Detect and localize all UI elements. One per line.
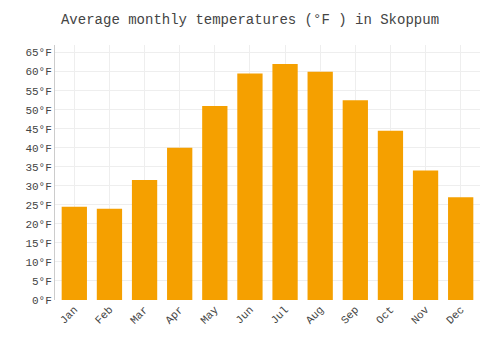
svg-text:Jun: Jun bbox=[233, 304, 255, 326]
svg-text:55°F: 55°F bbox=[25, 86, 51, 98]
svg-text:15°F: 15°F bbox=[25, 238, 51, 250]
svg-text:50°F: 50°F bbox=[25, 105, 51, 117]
svg-text:Mar: Mar bbox=[128, 304, 150, 326]
svg-text:Nov: Nov bbox=[409, 304, 432, 327]
svg-text:Feb: Feb bbox=[93, 304, 115, 326]
svg-text:25°F: 25°F bbox=[25, 200, 51, 212]
svg-text:Average monthly temperatures (: Average monthly temperatures (°F ) in Sk… bbox=[61, 12, 439, 28]
svg-text:Dec: Dec bbox=[444, 304, 466, 326]
svg-text:Sep: Sep bbox=[339, 304, 361, 326]
svg-text:40°F: 40°F bbox=[25, 143, 51, 155]
svg-text:Jan: Jan bbox=[58, 304, 80, 326]
svg-text:60°F: 60°F bbox=[25, 66, 51, 78]
svg-text:30°F: 30°F bbox=[25, 181, 51, 193]
svg-text:5°F: 5°F bbox=[32, 276, 52, 288]
svg-text:Oct: Oct bbox=[374, 304, 396, 326]
svg-text:10°F: 10°F bbox=[25, 257, 51, 269]
svg-text:65°F: 65°F bbox=[25, 47, 51, 59]
svg-text:May: May bbox=[198, 304, 221, 327]
svg-text:Jul: Jul bbox=[269, 304, 291, 326]
svg-text:Apr: Apr bbox=[163, 304, 185, 326]
svg-text:0°F: 0°F bbox=[32, 295, 52, 307]
svg-text:Aug: Aug bbox=[304, 304, 326, 326]
svg-text:20°F: 20°F bbox=[25, 219, 51, 231]
svg-text:45°F: 45°F bbox=[25, 124, 51, 136]
svg-text:35°F: 35°F bbox=[25, 162, 51, 174]
